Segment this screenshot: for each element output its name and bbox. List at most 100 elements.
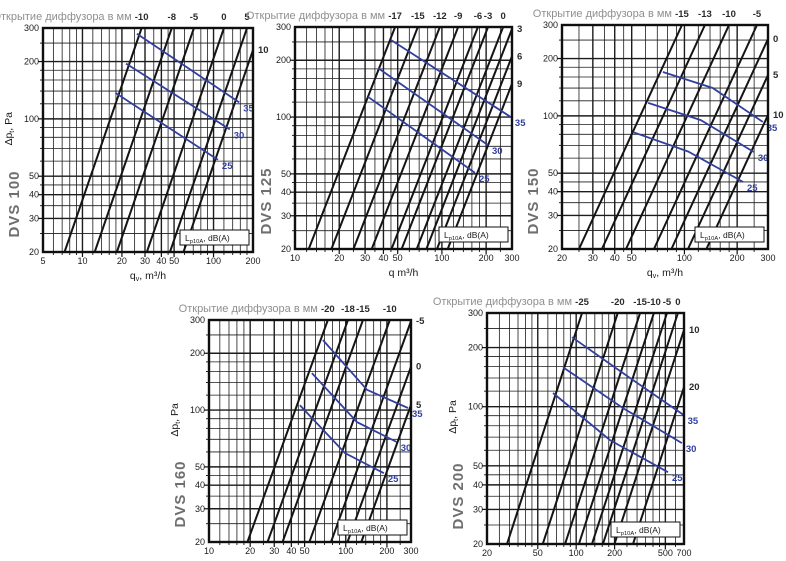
y-tick-label: 40 [473, 480, 483, 490]
opening-label--9: -9 [454, 11, 462, 22]
y-tick-label: 200 [190, 348, 205, 358]
opening-lines [506, 313, 684, 544]
opening-line--5 [115, 28, 195, 252]
x-tick-label: 20 [334, 253, 344, 263]
x-tick-label: 40 [156, 256, 166, 266]
y-tick-label: 300 [468, 308, 483, 318]
y-tick-label: 300 [276, 22, 291, 32]
opening-label--15: -15 [411, 11, 425, 22]
noise-curve-25 [299, 404, 385, 474]
x-tick-label: 20 [117, 256, 127, 266]
noise-level-label-35: 35 [243, 103, 254, 114]
opening-line--17 [307, 27, 397, 249]
opening-label--17: -17 [388, 11, 402, 22]
opening-line--20 [246, 320, 329, 542]
y-tick-label: 30 [473, 504, 483, 514]
noise-curve-35 [136, 32, 240, 104]
legend-box [610, 521, 681, 538]
opening-label--10: -10 [383, 304, 397, 315]
opening-label-0: 0 [221, 12, 226, 23]
plot-frame [560, 23, 770, 251]
opening-line--13 [601, 25, 706, 249]
opening-label--15: -15 [356, 304, 370, 315]
opening-label--6: -6 [474, 11, 482, 22]
noise-curve-25 [632, 131, 744, 183]
opening-label--8: -8 [168, 12, 176, 23]
x-tick-label: 100 [677, 253, 692, 263]
chart-title: Открытие диффузора в мм [433, 296, 572, 308]
y-tick-label: 20 [548, 244, 558, 254]
opening-label--13: -13 [698, 9, 712, 20]
x-tick-label: 40 [378, 253, 388, 263]
noise-curve-35 [571, 336, 684, 416]
y-tick-label: 100 [190, 405, 205, 415]
opening-line-0 [601, 313, 679, 544]
opening-label--5: -5 [753, 9, 762, 20]
opening-line-0 [346, 366, 411, 542]
opening-label--5: -5 [190, 12, 199, 23]
y-tick-label: 100 [543, 111, 558, 121]
model-label: DVS 150 [525, 167, 542, 234]
x-tick-label: 40 [286, 546, 296, 556]
opening-line--3 [400, 27, 489, 249]
opening-line-3 [425, 28, 512, 249]
opening-line--10 [625, 25, 730, 249]
x-tick-label: 300 [760, 253, 775, 263]
opening-label-3: 3 [517, 24, 522, 35]
noise-level-label-35: 35 [412, 409, 423, 420]
y-tick-label: 100 [468, 402, 483, 412]
x-tick-label: 200 [479, 253, 494, 263]
y-tick-label: 30 [195, 504, 205, 514]
opening-label--25: -25 [575, 297, 589, 308]
y-tick-label: 40 [195, 480, 205, 490]
opening-line--10 [308, 320, 391, 542]
opening-line--5 [591, 313, 668, 544]
y-tick-label: 50 [548, 168, 558, 178]
opening-line-5 [360, 404, 411, 542]
noise-level-label-25: 25 [479, 174, 490, 185]
x-tick-label: 100 [434, 253, 449, 263]
chart-title: Открытие диффузора в мм [533, 8, 672, 20]
y-tick-label: 40 [29, 190, 39, 200]
opening-line--10 [577, 313, 655, 544]
opening-line-5 [169, 28, 248, 252]
opening-label--10: -10 [722, 9, 736, 20]
legend-box [179, 229, 250, 246]
x-tick-label: 30 [140, 256, 150, 266]
opening-lines [246, 320, 411, 542]
opening-label-10: 10 [773, 110, 784, 121]
plot-frame [41, 26, 255, 254]
opening-label--10: -10 [647, 297, 661, 308]
noise-curve-30 [311, 372, 398, 443]
noise-curve-30 [647, 102, 755, 153]
opening-label-0: 0 [500, 11, 505, 22]
x-tick-label: 10 [77, 256, 87, 266]
x-tick-label: 500 [658, 548, 673, 558]
opening-line-5 [687, 74, 768, 249]
x-tick-label: 50 [533, 548, 543, 558]
model-label: DVS 100 [6, 170, 23, 237]
x-tick-label: 50 [300, 546, 310, 556]
opening-line--5 [330, 320, 411, 542]
y-tick-label: 30 [29, 213, 39, 223]
noise-curve-35 [390, 39, 512, 118]
noise-level-label-25: 25 [222, 161, 233, 172]
opening-line-0 [145, 28, 225, 252]
opening-line--18 [266, 320, 349, 542]
opening-line--8 [93, 28, 173, 252]
y-tick-label: 30 [548, 210, 558, 220]
opening-label-5: 5 [773, 70, 779, 81]
chart-title: Открытие диффузора в мм [0, 11, 132, 23]
opening-line-10 [182, 49, 253, 252]
noise-curve-35 [662, 71, 764, 123]
opening-label-5: 5 [416, 400, 422, 411]
opening-label--20: -20 [321, 304, 335, 315]
y-tick-label: 30 [281, 211, 291, 221]
opening-line--20 [541, 313, 619, 544]
opening-label-9: 9 [517, 79, 522, 90]
y-axis-label: Δpt, Pa [169, 403, 182, 437]
opening-line--6 [390, 27, 479, 249]
y-axis-label: Δpt, Pa [3, 112, 16, 146]
model-label: DVS 125 [258, 167, 275, 234]
